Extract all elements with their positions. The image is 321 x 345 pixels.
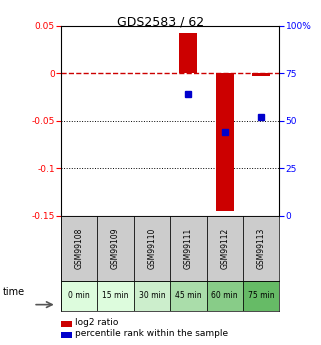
Text: 30 min: 30 min (139, 291, 165, 300)
Text: log2 ratio: log2 ratio (75, 318, 119, 327)
Bar (134, 216, 170, 281)
Text: time: time (3, 287, 25, 297)
Bar (252, 73, 270, 76)
Bar (243, 281, 279, 310)
Bar (206, 216, 243, 281)
Bar (243, 216, 279, 281)
Bar (170, 216, 206, 281)
Bar (170, 281, 206, 310)
Bar (134, 281, 170, 310)
Bar (97, 216, 134, 281)
Bar (61, 216, 97, 281)
Text: 15 min: 15 min (102, 291, 129, 300)
Text: 60 min: 60 min (212, 291, 238, 300)
Text: GSM99112: GSM99112 (220, 228, 229, 269)
Text: 75 min: 75 min (248, 291, 274, 300)
Bar (179, 32, 197, 73)
Text: 45 min: 45 min (175, 291, 202, 300)
Text: GSM99113: GSM99113 (256, 228, 265, 269)
Text: percentile rank within the sample: percentile rank within the sample (75, 329, 229, 338)
Text: GSM99109: GSM99109 (111, 228, 120, 269)
Text: GDS2583 / 62: GDS2583 / 62 (117, 16, 204, 29)
Bar (97, 281, 134, 310)
Bar (61, 281, 97, 310)
Text: 0 min: 0 min (68, 291, 90, 300)
Text: GSM99110: GSM99110 (147, 228, 156, 269)
Bar (216, 73, 234, 211)
Text: GSM99111: GSM99111 (184, 228, 193, 269)
Bar (206, 281, 243, 310)
Text: GSM99108: GSM99108 (75, 228, 84, 269)
